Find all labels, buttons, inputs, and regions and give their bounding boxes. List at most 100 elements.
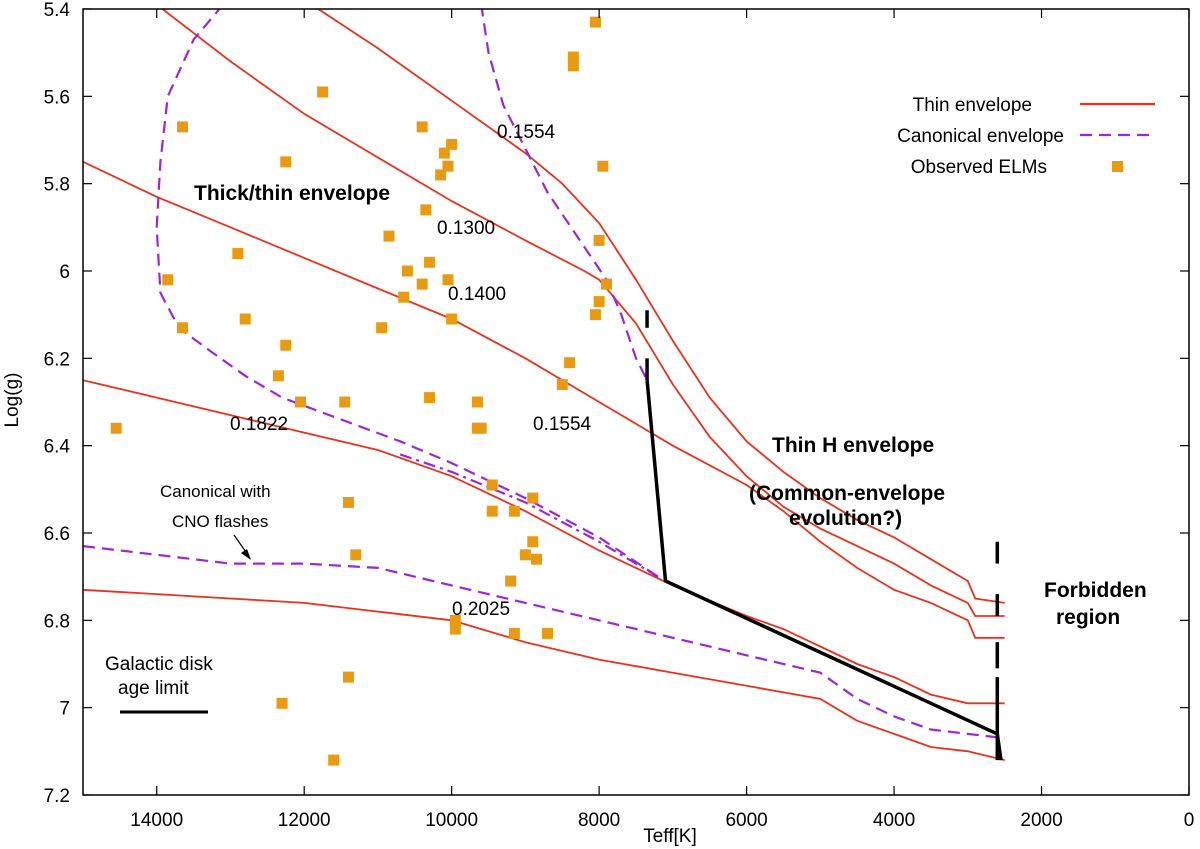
observed-elm-point [527, 492, 539, 504]
observed-elm-point [593, 234, 605, 246]
observed-elm-point [280, 156, 292, 168]
observed-elm-point [446, 138, 458, 150]
y-tick-label: 6.2 [44, 349, 70, 370]
x-tick-label: 0 [1184, 810, 1195, 831]
observed-elms-layer [110, 16, 613, 766]
observed-elm-point [424, 256, 436, 268]
observed-elm-point [401, 265, 413, 277]
observed-elm-point [530, 553, 542, 565]
observed-elm-point [317, 86, 329, 98]
observed-elm-point [449, 614, 461, 626]
y-axis-label: Log(g) [2, 373, 23, 428]
y-tick-label: 6 [59, 262, 70, 283]
observed-elm-point [276, 697, 288, 709]
observed-elm-point [435, 169, 447, 181]
observed-elm-point [471, 396, 483, 408]
observed-elm-point [449, 623, 461, 635]
observed-elm-point [567, 51, 579, 63]
mass-label-0.1554-mid: 0.1554 [533, 414, 592, 435]
legend-thin-label: Thin envelope [913, 95, 1032, 116]
cno-label-line1: Canonical with [160, 482, 271, 501]
observed-elm-point [272, 370, 284, 382]
age-limit-line [645, 380, 1003, 761]
observed-elm-point [508, 505, 520, 517]
observed-elm-point [542, 627, 554, 639]
region-label: region [1056, 606, 1120, 629]
thin-h-envelope-label: Thin H envelope [772, 434, 934, 457]
legend-elm-label: Observed ELMs [911, 157, 1047, 178]
cno-label-line2: CNO flashes [172, 512, 268, 531]
observed-elm-point [328, 754, 340, 766]
observed-elm-point [339, 396, 351, 408]
observed-elm-point [601, 278, 613, 290]
x-tick-label: 6000 [725, 810, 767, 831]
tracks-layer [83, 9, 1005, 761]
mass-label-0.1554-top: 0.1554 [497, 122, 556, 143]
y-tick-label: 5.4 [44, 0, 71, 21]
legend: Thin envelope Canonical envelope Observe… [897, 95, 1155, 178]
x-tick-label: 10000 [425, 810, 478, 831]
mass-label-0.2025: 0.2025 [452, 599, 510, 620]
observed-elm-point [383, 230, 395, 242]
observed-elm-point [508, 627, 520, 639]
observed-elm-point [295, 396, 307, 408]
evolution-label: evolution?) [789, 507, 902, 530]
observed-elm-point [556, 379, 568, 391]
x-tick-label: 14000 [130, 810, 183, 831]
thin-envelope-track-4 [83, 588, 1005, 761]
mass-label-0.1400: 0.1400 [448, 284, 506, 305]
age-limit-label-line2: age limit [118, 678, 189, 699]
observed-elm-point [239, 313, 251, 325]
y-tick-label: 6.8 [44, 611, 70, 632]
x-tick-label: 8000 [578, 810, 620, 831]
observed-elm-point [505, 575, 517, 587]
observed-elm-point [564, 357, 576, 369]
observed-elm-point [280, 339, 292, 351]
common-envelope-label: (Common-envelope [749, 482, 945, 505]
legend-canonical-label: Canonical envelope [897, 126, 1064, 147]
y-tick-label: 6.4 [44, 437, 71, 458]
observed-elm-point [589, 16, 601, 28]
y-tick-label: 7 [59, 699, 70, 720]
observed-elm-point [438, 147, 450, 159]
x-tick-label: 4000 [873, 810, 915, 831]
thick-thin-envelope-label: Thick/thin envelope [194, 182, 390, 205]
y-tick-label: 5.8 [44, 175, 70, 196]
observed-elm-point [416, 278, 428, 290]
observed-elm-point [177, 322, 189, 334]
observed-elm-point [416, 121, 428, 133]
observed-elm-point [232, 248, 244, 260]
axis-ticks: 14000 12000 10000 8000 6000 4000 2000 0 5.4 5.6 5.… [44, 0, 1195, 831]
legend-elm-swatch [1112, 161, 1123, 172]
y-tick-label: 7.2 [44, 786, 70, 807]
observed-elm-point [376, 322, 388, 334]
x-tick-label: 12000 [278, 810, 331, 831]
observed-elm-point [527, 536, 539, 548]
observed-elm-point [350, 549, 362, 561]
forbidden-label: Forbidden [1044, 579, 1147, 602]
observed-elm-point [486, 479, 498, 491]
plot-frame [82, 8, 1190, 796]
observed-elm-point [486, 505, 498, 517]
observed-elm-point [424, 392, 436, 404]
mass-label-0.1300: 0.1300 [437, 218, 495, 239]
observed-elm-point [398, 291, 410, 303]
canonical-track-2 [83, 545, 1005, 740]
x-axis-label: Teff[K] [643, 826, 697, 847]
cno-arrow-head [241, 549, 251, 560]
mass-label-0.1822: 0.1822 [230, 414, 288, 435]
observed-elm-point [446, 313, 458, 325]
observed-elm-point [110, 422, 122, 434]
observed-elm-point [162, 274, 174, 286]
observed-elm-point [593, 296, 605, 308]
observed-elm-point [589, 309, 601, 321]
observed-elm-point [597, 160, 609, 172]
thin-envelope-track-0 [160, 9, 1005, 617]
canonical-track-1 [480, 9, 649, 381]
observed-elm-point [475, 422, 487, 434]
y-tick-label: 6.6 [44, 524, 70, 545]
observed-elm-point [177, 121, 189, 133]
observed-elm-point [342, 671, 354, 683]
observed-elm-point [342, 496, 354, 508]
